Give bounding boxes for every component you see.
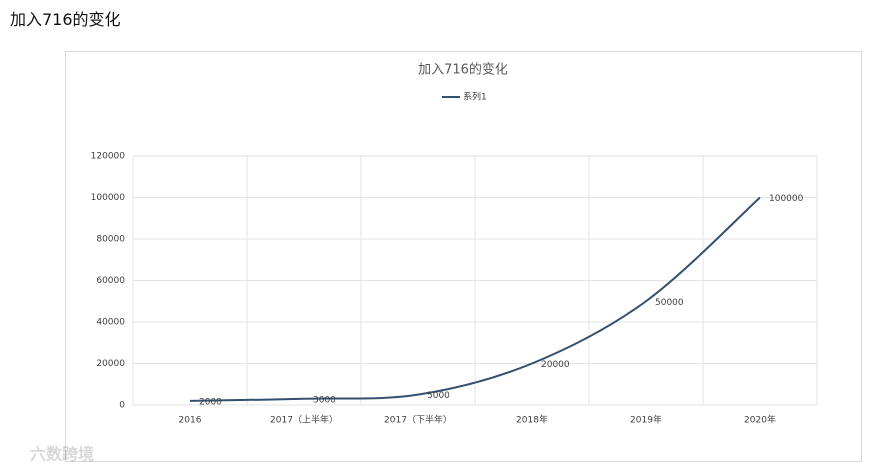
y-tick-label: 120000 — [91, 152, 126, 162]
data-label: 100000 — [769, 194, 804, 204]
y-tick-label: 0 — [119, 401, 125, 411]
page-title: 加入716的变化 — [10, 10, 121, 29]
x-tick-label: 2020年 — [744, 414, 776, 426]
x-tick-label: 2019年 — [630, 414, 662, 426]
x-tick-label: 2017（下半年） — [384, 414, 452, 426]
data-label: 50000 — [655, 298, 684, 308]
data-label: 20000 — [541, 360, 570, 370]
x-tick-label: 2018年 — [516, 414, 548, 426]
x-tick-label: 2017（上半年） — [270, 414, 338, 426]
data-label: 5000 — [427, 391, 450, 401]
y-tick-label: 40000 — [96, 318, 125, 328]
data-label: 2000 — [199, 397, 222, 407]
watermark: 六数跨境 — [30, 445, 94, 464]
chart-title: 加入716的变化 — [418, 62, 508, 78]
data-label: 3000 — [313, 395, 336, 405]
y-tick-label: 60000 — [96, 276, 125, 286]
legend-label: 系列1 — [463, 91, 487, 103]
y-tick-label: 80000 — [96, 235, 125, 245]
chart-frame — [65, 51, 862, 462]
x-tick-label: 2016 — [179, 416, 202, 426]
y-tick-label: 100000 — [91, 193, 126, 203]
y-tick-label: 20000 — [96, 359, 125, 369]
series-line — [189, 196, 761, 402]
